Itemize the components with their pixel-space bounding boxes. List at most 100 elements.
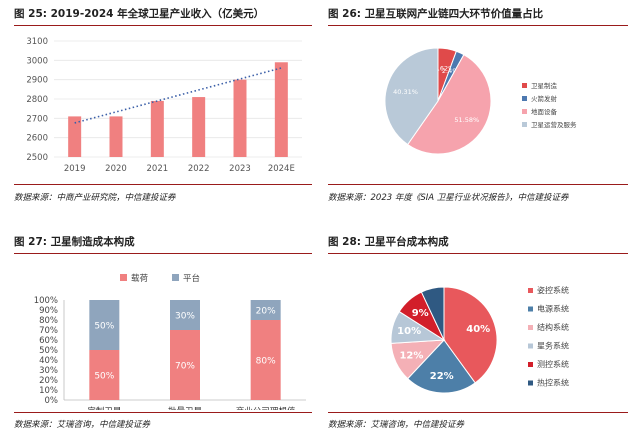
panel-value-share: 图 26: 卫星互联网产业链四大环节价值量占比 5.62% 2.49% 51.58%…	[328, 6, 628, 206]
legend-label: 姿控系统	[537, 285, 569, 295]
figure-26-title: 图 26: 卫星互联网产业链四大环节价值量占比	[328, 8, 544, 20]
legend-swatch	[522, 122, 527, 127]
pie-slice	[443, 286, 498, 384]
slice-value-label: 22%	[430, 371, 454, 382]
y-tick-label: 100%	[34, 296, 58, 306]
y-tick-label: 10%	[39, 386, 58, 396]
source-rule	[328, 412, 628, 413]
y-tick-label: 90%	[39, 306, 58, 316]
revenue-bar-chart: 2500 2600 2700 2800 2900 3000 3100 2019 2020 2021…	[26, 37, 302, 174]
stacked-bar-segment	[170, 300, 200, 330]
stacked-bar-segment	[170, 330, 200, 400]
y-tick-label: 3100	[26, 37, 48, 47]
title-rule	[328, 25, 628, 26]
legend-swatch	[528, 306, 533, 312]
y-tick-label: 2700	[26, 114, 48, 124]
y-tick-label: 70%	[39, 326, 58, 336]
x-tick-label: 批量卫星	[168, 406, 202, 410]
slice-value-label: 40.31%	[393, 88, 418, 96]
legend-swatch	[528, 343, 533, 349]
figure-25-source: 数据来源：中商产业研究院，中信建投证券	[14, 193, 176, 203]
legend-label: 卫星运营及服务	[531, 120, 577, 129]
source-rule	[14, 412, 312, 413]
y-tick-label: 80%	[39, 316, 58, 326]
stacked-bar-segment	[250, 320, 281, 400]
slice-value-label: 2.49%	[442, 67, 463, 75]
legend-swatch	[528, 380, 533, 386]
legend-swatch	[528, 362, 533, 367]
figure-28-title: 图 28: 卫星平台成本构成	[328, 236, 449, 248]
pie-slice	[420, 286, 445, 341]
y-tick-label: 2500	[26, 153, 48, 163]
legend-label: 电源系统	[537, 304, 569, 314]
revenue-bar	[150, 100, 164, 157]
legend-label: 平台	[183, 273, 200, 284]
panel-manufacturing-cost: 图 27: 卫星制造成本构成 0% 10% 20% 30% 40% 50% 60% 70% 80…	[14, 234, 312, 439]
y-tick-label: 40%	[39, 356, 58, 366]
figure-27-source: 数据来源：艾瑞咨询，中信建投证券	[14, 420, 151, 430]
x-tick-label: 2024E	[268, 164, 295, 174]
slice-value-label: 5.62%	[434, 65, 455, 73]
figure-26-source: 数据来源：2023 年度《SIA 卫星行业状况报告》，中信建投证券	[328, 193, 569, 203]
title-rule	[328, 253, 628, 254]
revenue-trendline	[74, 67, 282, 124]
segment-value-label: 50%	[94, 322, 114, 332]
legend-label: 结构系统	[537, 322, 569, 332]
y-tick-label: 0%	[45, 396, 59, 406]
legend-label: 地面设备	[531, 107, 558, 116]
y-tick-label: 2600	[26, 134, 48, 144]
legend-swatch	[522, 83, 527, 88]
legend-swatch	[522, 109, 527, 114]
source-rule	[328, 184, 628, 185]
legend-label: 星务系统	[537, 341, 569, 351]
legend-label: 火箭发射	[531, 94, 558, 103]
legend-label: 测控系统	[537, 359, 569, 369]
source-rule	[14, 184, 312, 185]
figure-28-source: 数据来源：艾瑞咨询，中信建投证券	[328, 420, 465, 430]
figure-25-title: 图 25: 2019-2024 年全球卫星产业收入（亿美元）	[14, 8, 265, 20]
slice-value-label: 40%	[466, 324, 490, 335]
y-tick-label: 2800	[26, 95, 48, 105]
value-share-pie-chart: 5.62%2.49% 51.58% 40.31% 卫星制造火箭发射地面设备卫星运营及服…	[384, 47, 577, 155]
panel-global-satellite-revenue: 图 25: 2019-2024 年全球卫星产业收入（亿美元） 2500 2600 2…	[14, 6, 312, 206]
segment-value-label: 20%	[256, 307, 276, 317]
legend-swatch	[172, 274, 179, 281]
stacked-bar-segment	[89, 300, 120, 350]
y-tick-label: 60%	[39, 336, 58, 346]
legend-swatch	[522, 96, 527, 101]
x-tick-label: 2019	[64, 164, 86, 174]
x-tick-label: 2023	[229, 164, 251, 174]
segment-value-label: 50%	[94, 372, 114, 382]
x-tick-label: 商业公司理想值	[236, 406, 296, 410]
slice-value-label: 10%	[397, 326, 421, 337]
manufacturing-cost-stacked-bar-chart: 0%10%20%30%40%50%60%70%80%90%100%载荷 平台50%…	[34, 273, 306, 410]
y-tick-label: 50%	[39, 346, 58, 356]
legend-label: 卫星制造	[531, 81, 558, 90]
y-tick-label: 3000	[26, 56, 48, 66]
stacked-bar-segment	[250, 300, 281, 320]
slice-value-label: 12%	[399, 350, 423, 361]
pie-slice	[406, 54, 492, 155]
pie-slice	[384, 47, 439, 146]
revenue-bar	[68, 116, 82, 157]
legend-label: 载荷	[131, 273, 149, 284]
x-tick-label: 2021	[147, 164, 169, 174]
revenue-bar	[192, 97, 206, 157]
figure-27-title: 图 27: 卫星制造成本构成	[14, 236, 135, 248]
segment-value-label: 70%	[175, 362, 195, 372]
pie-slice	[407, 339, 476, 394]
revenue-bar	[274, 62, 288, 158]
segment-value-label: 30%	[175, 312, 195, 322]
legend-swatch	[120, 274, 127, 281]
legend-swatch	[528, 325, 533, 330]
x-tick-label: 2020	[105, 164, 127, 174]
revenue-bar	[109, 116, 123, 157]
x-tick-label: 2022	[188, 164, 210, 174]
x-tick-label: 定制卫星	[87, 406, 121, 410]
stacked-bar-segment	[89, 350, 120, 400]
slice-value-label: 51.58%	[454, 116, 479, 124]
panel-platform-cost: 图 28: 卫星平台成本构成 40% 22% 12% 10% 9% 姿控系统电源系统结构系…	[328, 234, 628, 439]
slice-value-label: 9%	[412, 308, 429, 319]
segment-value-label: 80%	[256, 357, 276, 367]
